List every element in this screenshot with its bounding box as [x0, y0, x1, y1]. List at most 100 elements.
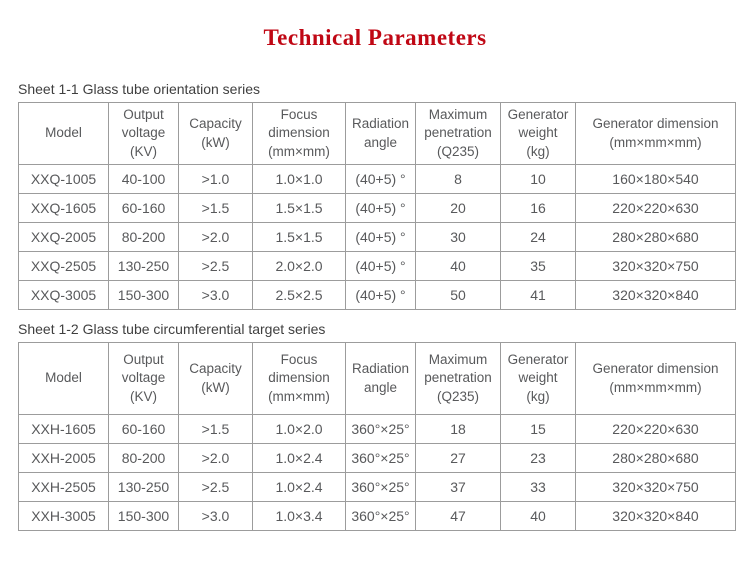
- table-row: XXQ-1605 60-160 >1.5 1.5×1.5 (40+5) ° 20…: [18, 193, 736, 223]
- cell-model: XXQ-2005: [18, 222, 109, 252]
- cell-focus-dimension: 2.0×2.0: [252, 251, 346, 281]
- cell-generator-dimension: 320×320×750: [575, 251, 736, 281]
- cell-capacity: >2.0: [178, 443, 253, 473]
- cell-maximum-penetration: 47: [415, 501, 501, 531]
- header-focus-dimension: Focus dimension (mm×mm): [252, 342, 346, 415]
- cell-radiation-angle: (40+5) °: [345, 222, 416, 252]
- cell-generator-weight: 40: [500, 501, 576, 531]
- cell-generator-dimension: 160×180×540: [575, 164, 736, 194]
- cell-maximum-penetration: 37: [415, 472, 501, 502]
- sheet1-header-row: Model Output voltage (KV) Capacity (kW) …: [18, 102, 736, 165]
- cell-generator-weight: 41: [500, 280, 576, 310]
- header-generator-dimension: Generator dimension (mm×mm×mm): [575, 342, 736, 415]
- cell-capacity: >2.5: [178, 472, 253, 502]
- cell-generator-dimension: 280×280×680: [575, 222, 736, 252]
- table-row: XXQ-3005 150-300 >3.0 2.5×2.5 (40+5) ° 5…: [18, 280, 736, 310]
- cell-output-voltage: 130-250: [108, 251, 179, 281]
- cell-generator-weight: 16: [500, 193, 576, 223]
- table-row: XXQ-2005 80-200 >2.0 1.5×1.5 (40+5) ° 30…: [18, 222, 736, 252]
- header-model: Model: [18, 342, 109, 415]
- cell-output-voltage: 150-300: [108, 501, 179, 531]
- table-row: XXH-3005 150-300 >3.0 1.0×3.4 360°×25° 4…: [18, 501, 736, 531]
- header-generator-dimension: Generator dimension (mm×mm×mm): [575, 102, 736, 165]
- cell-focus-dimension: 1.0×2.4: [252, 443, 346, 473]
- cell-generator-weight: 24: [500, 222, 576, 252]
- cell-radiation-angle: (40+5) °: [345, 280, 416, 310]
- cell-focus-dimension: 1.0×1.0: [252, 164, 346, 194]
- cell-radiation-angle: 360°×25°: [345, 443, 416, 473]
- cell-maximum-penetration: 40: [415, 251, 501, 281]
- cell-radiation-angle: 360°×25°: [345, 501, 416, 531]
- cell-output-voltage: 150-300: [108, 280, 179, 310]
- cell-model: XXQ-1005: [18, 164, 109, 194]
- header-model: Model: [18, 102, 109, 165]
- cell-focus-dimension: 1.0×2.4: [252, 472, 346, 502]
- cell-output-voltage: 80-200: [108, 222, 179, 252]
- header-radiation-angle: Radiation angle: [345, 102, 416, 165]
- cell-generator-dimension: 320×320×840: [575, 501, 736, 531]
- cell-generator-weight: 35: [500, 251, 576, 281]
- cell-generator-dimension: 220×220×630: [575, 414, 736, 444]
- cell-maximum-penetration: 27: [415, 443, 501, 473]
- cell-generator-dimension: 280×280×680: [575, 443, 736, 473]
- cell-focus-dimension: 2.5×2.5: [252, 280, 346, 310]
- cell-focus-dimension: 1.0×3.4: [252, 501, 346, 531]
- cell-capacity: >2.5: [178, 251, 253, 281]
- cell-radiation-angle: 360°×25°: [345, 414, 416, 444]
- table-row: XXH-2005 80-200 >2.0 1.0×2.4 360°×25° 27…: [18, 443, 736, 473]
- sheet1-caption: Sheet 1-1 Glass tube orientation series: [18, 81, 261, 97]
- table-row: XXQ-1005 40-100 >1.0 1.0×1.0 (40+5) ° 8 …: [18, 164, 736, 194]
- cell-model: XXQ-2505: [18, 251, 109, 281]
- cell-maximum-penetration: 8: [415, 164, 501, 194]
- cell-generator-weight: 23: [500, 443, 576, 473]
- header-output-voltage: Output voltage (KV): [108, 102, 179, 165]
- header-capacity: Capacity (kW): [178, 102, 253, 165]
- cell-radiation-angle: (40+5) °: [345, 193, 416, 223]
- cell-capacity: >2.0: [178, 222, 253, 252]
- cell-capacity: >3.0: [178, 280, 253, 310]
- cell-generator-dimension: 220×220×630: [575, 193, 736, 223]
- cell-output-voltage: 60-160: [108, 414, 179, 444]
- cell-model: XXH-3005: [18, 501, 109, 531]
- cell-model: XXH-2505: [18, 472, 109, 502]
- header-focus-dimension: Focus dimension (mm×mm): [252, 102, 346, 165]
- cell-maximum-penetration: 50: [415, 280, 501, 310]
- cell-output-voltage: 130-250: [108, 472, 179, 502]
- header-generator-weight: Generator weight (kg): [500, 102, 576, 165]
- header-radiation-angle: Radiation angle: [345, 342, 416, 415]
- sheet1-table: Model Output voltage (KV) Capacity (kW) …: [18, 102, 736, 310]
- cell-generator-weight: 33: [500, 472, 576, 502]
- cell-radiation-angle: (40+5) °: [345, 164, 416, 194]
- page: Technical Parameters Sheet 1-1 Glass tub…: [0, 25, 750, 531]
- cell-model: XXH-2005: [18, 443, 109, 473]
- cell-maximum-penetration: 18: [415, 414, 501, 444]
- header-generator-weight: Generator weight (kg): [500, 342, 576, 415]
- page-title: Technical Parameters: [263, 25, 487, 50]
- sheet2-caption: Sheet 1-2 Glass tube circumferential tar…: [18, 321, 326, 337]
- cell-capacity: >1.0: [178, 164, 253, 194]
- cell-focus-dimension: 1.5×1.5: [252, 193, 346, 223]
- cell-output-voltage: 40-100: [108, 164, 179, 194]
- table-row: XXQ-2505 130-250 >2.5 2.0×2.0 (40+5) ° 4…: [18, 251, 736, 281]
- cell-generator-weight: 15: [500, 414, 576, 444]
- header-maximum-penetration: Maximum penetration (Q235): [415, 342, 501, 415]
- cell-generator-weight: 10: [500, 164, 576, 194]
- table-row: XXH-1605 60-160 >1.5 1.0×2.0 360°×25° 18…: [18, 414, 736, 444]
- cell-maximum-penetration: 30: [415, 222, 501, 252]
- cell-focus-dimension: 1.5×1.5: [252, 222, 346, 252]
- header-maximum-penetration: Maximum penetration (Q235): [415, 102, 501, 165]
- header-output-voltage: Output voltage (KV): [108, 342, 179, 415]
- cell-capacity: >1.5: [178, 414, 253, 444]
- table-row: XXH-2505 130-250 >2.5 1.0×2.4 360°×25° 3…: [18, 472, 736, 502]
- sheet2-header-row: Model Output voltage (KV) Capacity (kW) …: [18, 342, 736, 415]
- cell-output-voltage: 60-160: [108, 193, 179, 223]
- cell-focus-dimension: 1.0×2.0: [252, 414, 346, 444]
- cell-radiation-angle: (40+5) °: [345, 251, 416, 281]
- sheet2-table: Model Output voltage (KV) Capacity (kW) …: [18, 342, 736, 531]
- cell-capacity: >3.0: [178, 501, 253, 531]
- header-capacity: Capacity (kW): [178, 342, 253, 415]
- cell-maximum-penetration: 20: [415, 193, 501, 223]
- cell-generator-dimension: 320×320×840: [575, 280, 736, 310]
- cell-radiation-angle: 360°×25°: [345, 472, 416, 502]
- cell-model: XXQ-3005: [18, 280, 109, 310]
